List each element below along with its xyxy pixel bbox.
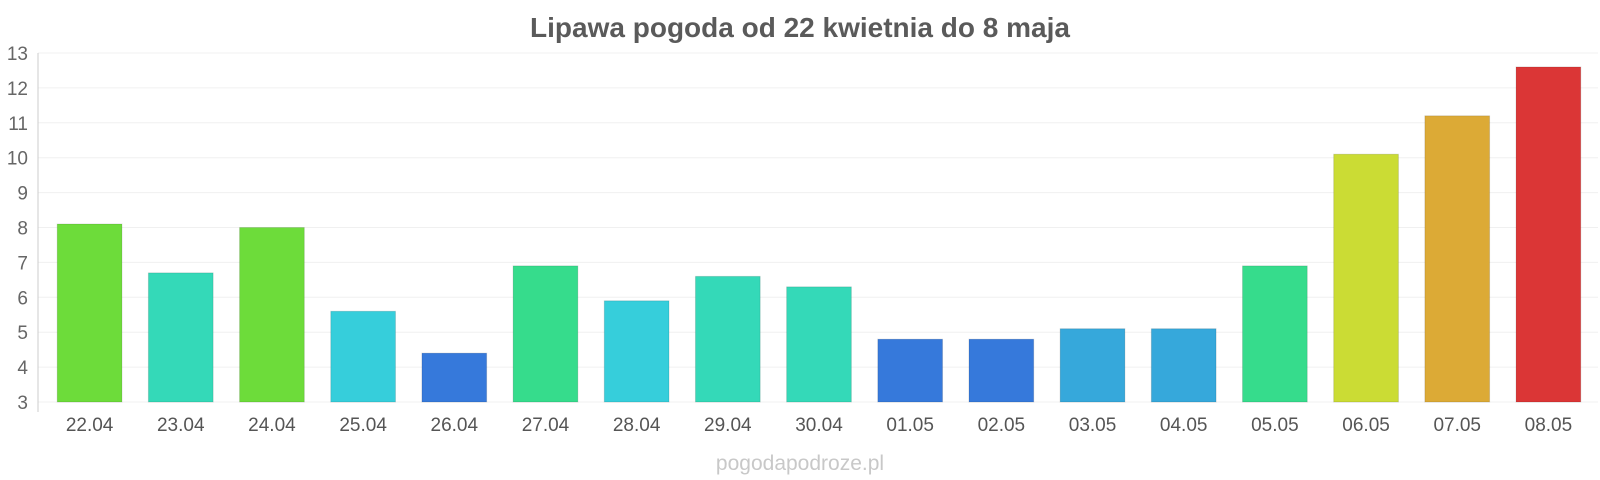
bar	[1242, 265, 1308, 403]
x-tick-label: 01.05	[886, 415, 934, 436]
x-tick-label: 30.04	[795, 415, 843, 436]
x-tick-label: 24.04	[248, 415, 296, 436]
bar	[330, 310, 396, 403]
bar	[239, 227, 305, 403]
y-tick-label: 12	[7, 79, 28, 100]
bar	[1515, 66, 1582, 403]
y-tick-label: 6	[17, 288, 28, 309]
watermark: pogodapodroze.pl	[716, 452, 884, 475]
bar	[877, 338, 944, 403]
y-tick-label: 4	[17, 358, 28, 379]
bar	[603, 300, 670, 403]
bar	[56, 223, 123, 403]
y-tick-label: 9	[17, 184, 28, 205]
chart-title: Lipawa pogoda od 22 kwietnia do 8 maja	[530, 12, 1070, 43]
y-tick-label: 7	[17, 253, 28, 274]
bar	[421, 352, 488, 403]
bar	[147, 272, 214, 403]
bars	[56, 66, 1582, 403]
bar	[512, 265, 579, 403]
x-tick-label: 27.04	[522, 415, 570, 436]
bar	[1333, 153, 1399, 403]
bar	[968, 338, 1035, 403]
x-tick-label: 04.05	[1160, 415, 1208, 436]
x-axis-ticks: 22.04 23.04 24.04 25.04 26.04 27.04 28.04 29.04…	[66, 415, 1572, 436]
bar	[694, 275, 761, 403]
x-tick-label: 25.04	[339, 415, 387, 436]
bar	[786, 286, 852, 403]
x-tick-label: 22.04	[66, 415, 114, 436]
x-tick-label: 05.05	[1251, 415, 1299, 436]
y-tick-label: 5	[17, 323, 28, 344]
x-tick-label: 07.05	[1433, 415, 1481, 436]
bar	[1150, 328, 1217, 403]
x-tick-label: 29.04	[704, 415, 752, 436]
x-tick-label: 23.04	[157, 415, 205, 436]
x-tick-label: 03.05	[1069, 415, 1117, 436]
bar	[1424, 115, 1491, 403]
x-tick-label: 26.04	[431, 415, 479, 436]
x-tick-label: 08.05	[1525, 415, 1573, 436]
y-axis-ticks: 3 4 5 6 7 8 9 10 11 12 13	[7, 44, 29, 414]
x-tick-label: 06.05	[1342, 415, 1390, 436]
y-tick-label: 10	[7, 149, 28, 170]
x-tick-label: 02.05	[978, 415, 1026, 436]
y-tick-label: 11	[8, 114, 28, 135]
y-tick-label: 8	[17, 219, 28, 240]
bar	[1059, 328, 1126, 403]
y-tick-label: 3	[17, 393, 28, 414]
y-tick-label: 13	[7, 44, 28, 65]
x-tick-label: 28.04	[613, 415, 661, 436]
